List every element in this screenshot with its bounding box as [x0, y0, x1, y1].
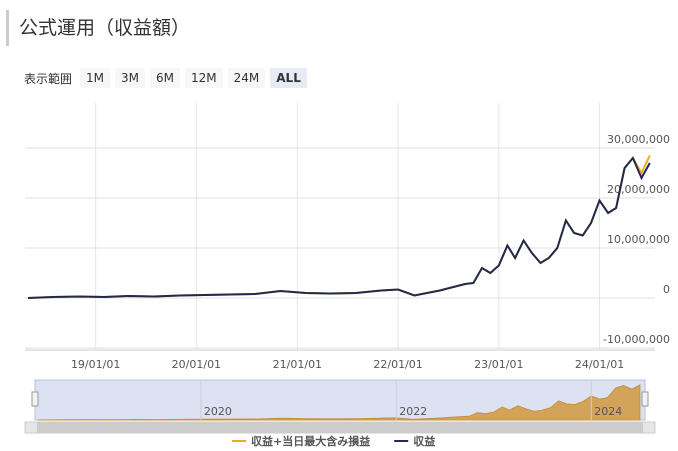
scrollbar-thumb[interactable] [37, 422, 643, 433]
range-label: 表示範囲 [24, 71, 73, 86]
x-tick-label: 22/01/01 [373, 358, 422, 371]
range-button[interactable]: 6M [150, 68, 181, 88]
y-tick-label: 20,000,000 [607, 183, 670, 196]
legend-label[interactable]: 収益 [413, 434, 435, 448]
y-tick-label: 10,000,000 [607, 233, 670, 246]
range-button[interactable]: ALL [270, 68, 307, 88]
range-selector: 表示範囲 1M 3M 6M 12M 24M ALL [24, 68, 312, 88]
legend-label[interactable]: 収益+当日最大含み損益 [251, 434, 370, 448]
navigator-handle[interactable] [641, 391, 649, 407]
x-tick-label: 20/01/01 [172, 358, 221, 371]
y-tick-label: 0 [663, 283, 670, 296]
range-button[interactable]: 3M [115, 68, 146, 88]
series-line [27, 155, 651, 299]
x-tick-label: 21/01/01 [273, 358, 322, 371]
navigator-area [37, 384, 641, 421]
navigator-label: 2024 [594, 405, 622, 418]
series-line [27, 156, 651, 299]
navigator-label: 2020 [204, 405, 232, 418]
y-tick-label: -10,000,000 [603, 333, 670, 346]
navigator-handle[interactable] [31, 391, 39, 407]
x-tick-label: 24/01/01 [575, 358, 624, 371]
x-tick-label: 19/01/01 [71, 358, 120, 371]
range-button[interactable]: 24M [227, 68, 266, 88]
range-button[interactable]: 12M [185, 68, 223, 88]
y-tick-label: 30,000,000 [607, 133, 670, 146]
navigator-label: 2022 [399, 405, 427, 418]
range-button[interactable]: 1M [80, 68, 111, 88]
page-title: 公式運用（収益額） [6, 10, 190, 46]
x-tick-label: 23/01/01 [474, 358, 523, 371]
